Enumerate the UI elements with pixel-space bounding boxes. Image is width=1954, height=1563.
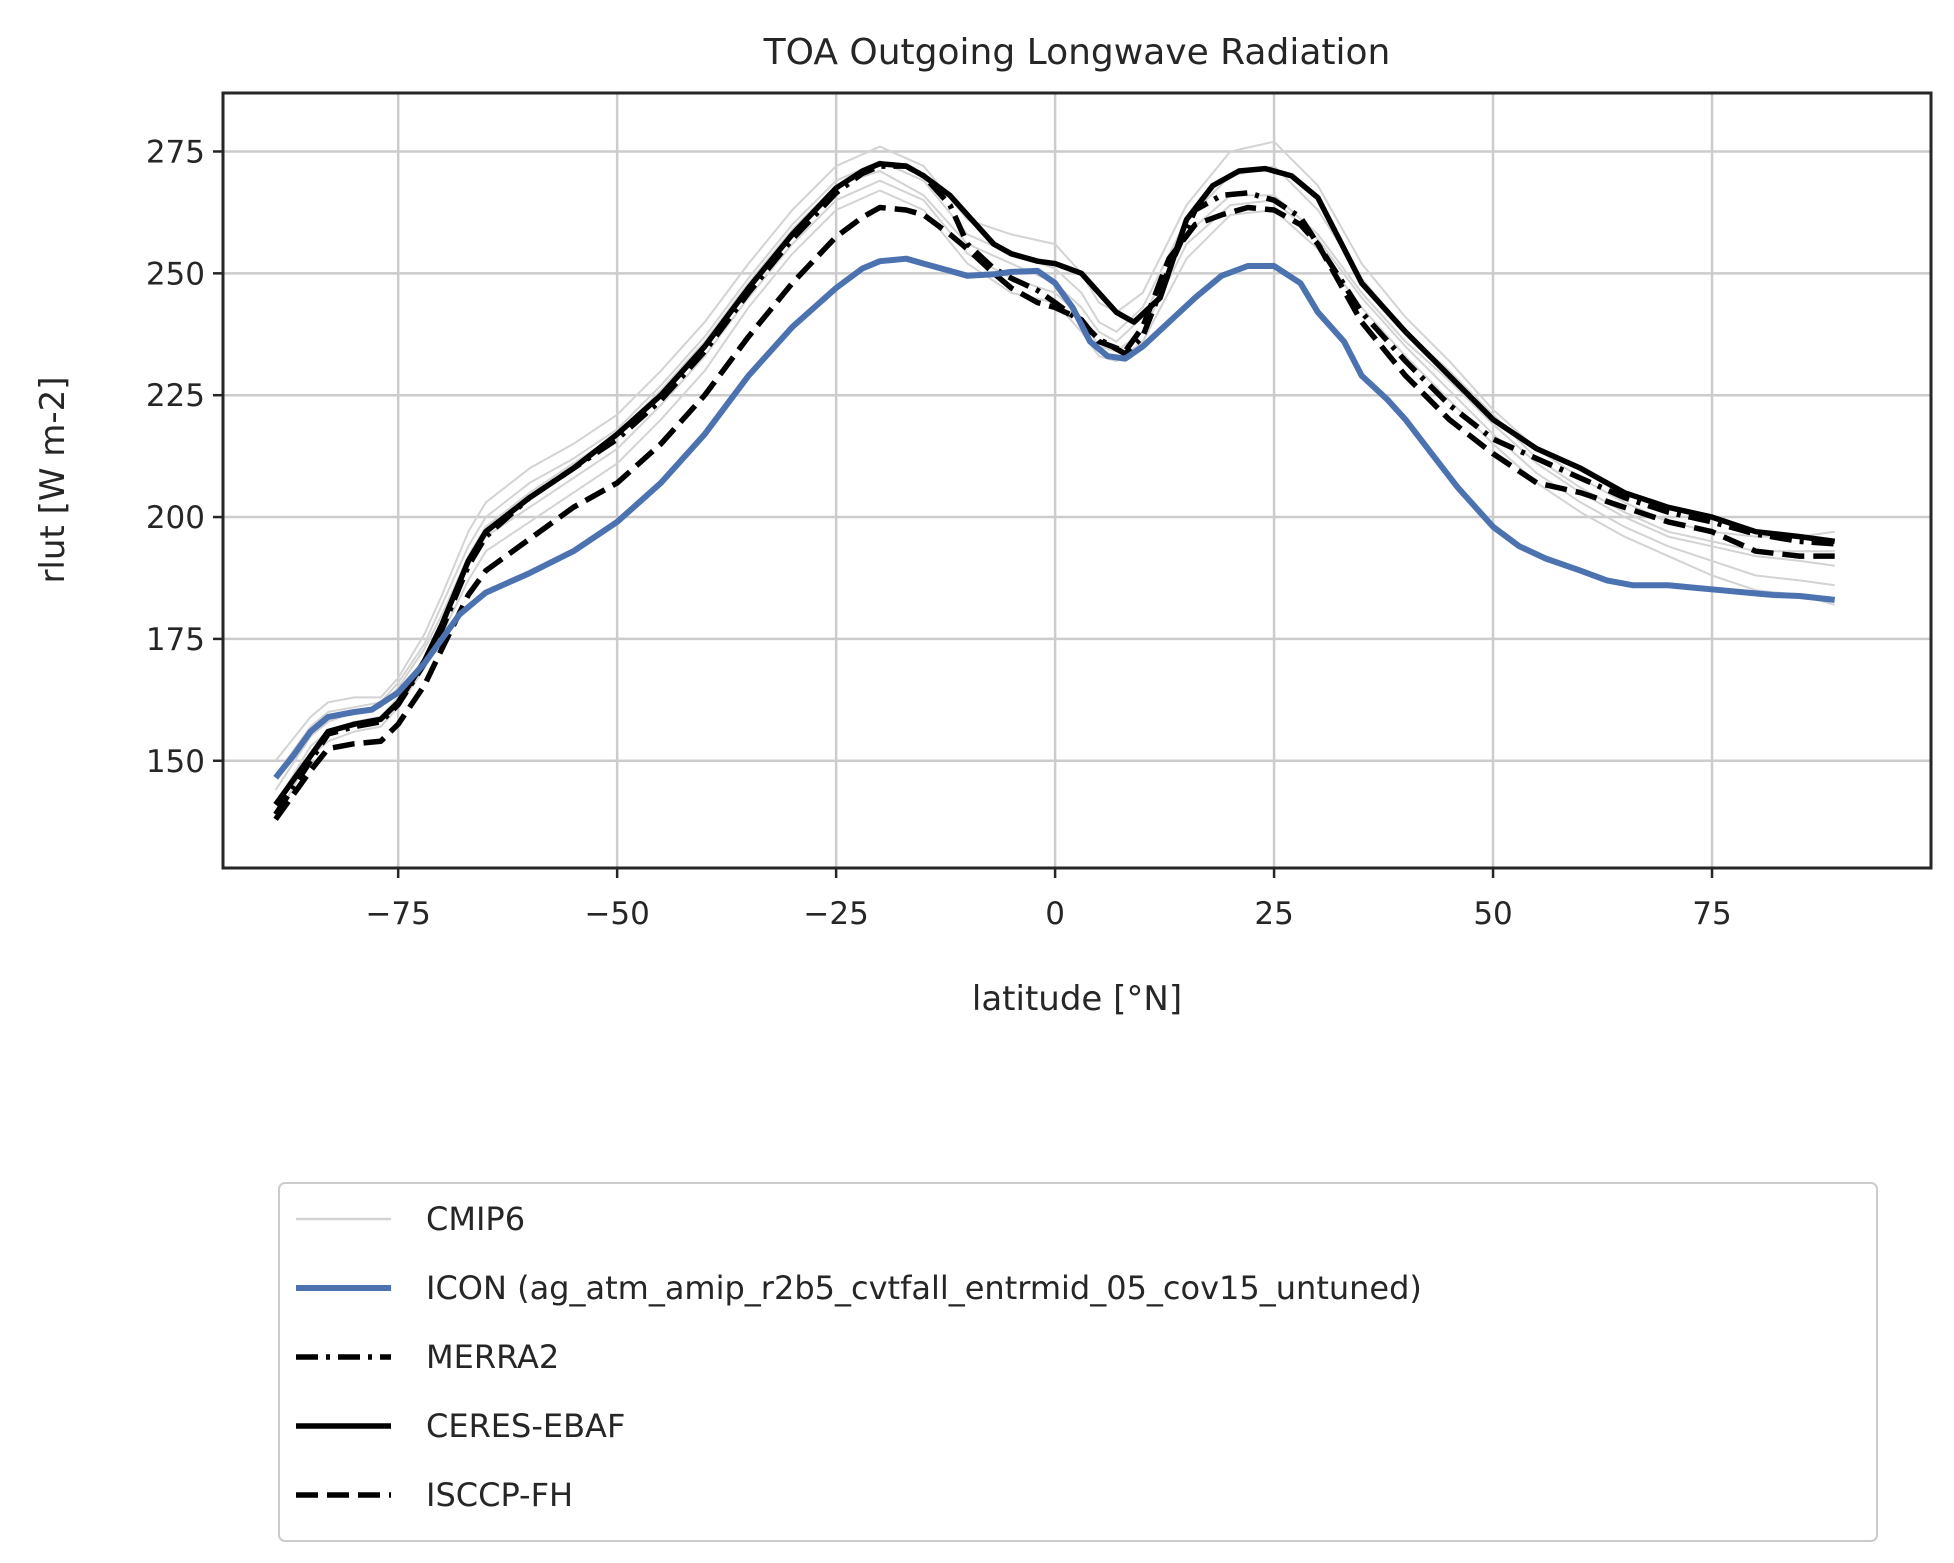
legend-label: CERES-EBAF [426,1407,625,1445]
icon-line [273,255,1836,780]
y-tick-label: 225 [146,378,205,414]
legend-label: CMIP6 [426,1200,525,1238]
legend: CMIP6 ICON (ag_atm_amip_r2b5_cvtfall_entr… [278,1182,1878,1542]
legend-cmip6: CMIP6 [296,1200,525,1238]
y-axis: 150 175 200 225 250 275 [146,134,223,780]
series-layer [273,160,1836,821]
x-tick-label: 0 [1045,896,1065,932]
x-tick-label: −75 [365,896,430,932]
x-tick-label: 25 [1254,896,1293,932]
legend-icon: ICON (ag_atm_amip_r2b5_cvtfall_entrmid_0… [296,1269,1422,1307]
y-axis-label: rlut [W m-2] [33,376,73,583]
chart-title: TOA Outgoing Longwave Radiation [763,32,1391,73]
merra2-line [273,163,1835,816]
legend-ceres-ebaf: CERES-EBAF [296,1407,625,1445]
y-tick-label: 175 [146,622,205,658]
x-tick-label: 50 [1473,896,1512,932]
legend-label: ICON (ag_atm_amip_r2b5_cvtfall_entrmid_0… [426,1269,1422,1307]
plot-frame [221,91,1933,870]
x-axis-label: latitude [°N] [972,979,1182,1019]
grid [223,93,1931,868]
legend-isccp-fh: ISCCP-FH [296,1476,573,1514]
legend-frame [278,1182,1878,1542]
x-axis: −75 −50 −25 0 25 50 75 [365,868,1732,932]
y-tick-label: 275 [146,134,205,170]
y-tick-label: 250 [146,256,205,292]
legend-label: ISCCP-FH [426,1476,573,1514]
y-tick-label: 150 [146,744,205,780]
x-tick-label: −25 [803,896,868,932]
x-tick-label: −50 [584,896,649,932]
y-tick-label: 200 [146,500,205,536]
cmip6-line-1 [274,170,1835,791]
legend-merra2: MERRA2 [296,1338,559,1376]
x-tick-label: 75 [1692,896,1731,932]
isccp-fh-line [273,204,1835,821]
legend-label: MERRA2 [426,1338,559,1376]
